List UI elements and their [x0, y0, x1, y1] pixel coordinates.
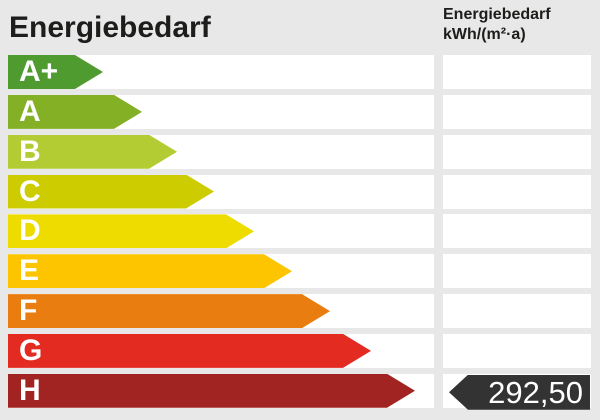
grade-label: C — [19, 174, 41, 208]
row-track: F — [8, 294, 434, 329]
row-value-cell — [443, 94, 591, 129]
rating-bar-g: G — [8, 334, 371, 368]
unit-header-line2: kWh/(m²·a) — [443, 26, 526, 43]
grade-label: H — [19, 373, 41, 407]
grade-label: F — [19, 294, 38, 328]
row-value-cell — [443, 55, 591, 89]
row-track: C — [8, 174, 434, 209]
rating-scale: A+ A B C — [8, 55, 591, 410]
grade-label: G — [19, 333, 43, 367]
rating-bar-a: A — [8, 95, 142, 129]
rating-bar-f: F — [8, 294, 330, 328]
row-track: H — [8, 373, 434, 408]
row-value-cell: 292,50 — [443, 373, 591, 410]
rating-row-a-plus: A+ — [8, 55, 591, 89]
value-pointer: 292,50 — [449, 374, 590, 410]
row-track: A+ — [8, 55, 434, 89]
row-track: G — [8, 333, 434, 368]
row-track: E — [8, 254, 434, 289]
row-value-cell — [443, 254, 591, 289]
rating-bar-b: B — [8, 135, 177, 169]
rating-row-h: H 292,50 — [8, 373, 591, 410]
unit-header: Energiebedarf kWh/(m²·a) — [443, 5, 551, 45]
rating-bar-a-plus: A+ — [8, 55, 103, 89]
rating-row-g: G — [8, 333, 591, 368]
rating-bar-c: C — [8, 175, 214, 209]
rating-bar-e: E — [8, 254, 292, 288]
rating-bar-d: D — [8, 214, 254, 248]
row-value-cell — [443, 214, 591, 249]
row-value-cell — [443, 134, 591, 169]
row-track: D — [8, 214, 434, 249]
grade-label: A — [19, 94, 41, 128]
rating-row-d: D — [8, 214, 591, 249]
row-value-cell — [443, 174, 591, 209]
row-value-cell — [443, 294, 591, 329]
unit-header-line1: Energiebedarf — [443, 6, 551, 23]
row-track: A — [8, 94, 434, 129]
grade-label: E — [19, 254, 40, 288]
value-label: 292,50 — [488, 374, 583, 410]
page-title: Energiebedarf — [9, 11, 211, 44]
grade-label: B — [19, 134, 41, 168]
rating-row-c: C — [8, 174, 591, 209]
row-track: B — [8, 134, 434, 169]
rating-row-e: E — [8, 254, 591, 289]
rating-row-b: B — [8, 134, 591, 169]
rating-row-a: A — [8, 94, 591, 129]
grade-label: A+ — [19, 55, 59, 88]
rating-row-f: F — [8, 294, 591, 329]
grade-label: D — [19, 214, 41, 248]
rating-bar-h: H — [8, 374, 415, 408]
row-value-cell — [443, 333, 591, 368]
